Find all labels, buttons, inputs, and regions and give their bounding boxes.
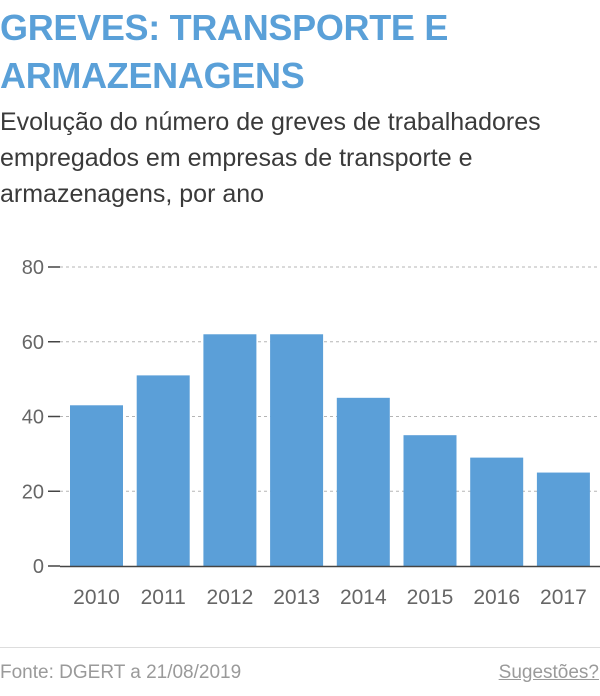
x-tick-label: 2014 xyxy=(340,586,387,609)
suggestions-link[interactable]: Sugestões? xyxy=(498,662,599,683)
bar-2012 xyxy=(203,334,257,566)
x-tick-label: 2016 xyxy=(473,586,520,609)
chart-title: GREVES: TRANSPORTE E ARMAZENAGENS xyxy=(0,7,449,96)
bar-2011 xyxy=(136,375,190,566)
footer-divider xyxy=(0,647,600,648)
y-tick-label: 80 xyxy=(22,257,44,279)
x-tick-label: 2010 xyxy=(73,586,120,609)
y-tick-label: 40 xyxy=(22,407,44,429)
bar-2014 xyxy=(336,397,390,566)
chart-subtitle: Evolução do número de greves de trabalha… xyxy=(0,108,541,208)
x-tick-label: 2012 xyxy=(207,586,254,609)
bar-chart: 0 20 40 60 80 2010 2011 2012 2013 2014 2015 2016 201… xyxy=(22,257,600,609)
axes: 0 20 40 60 80 2010 2011 2012 2013 2014 2015 2016 201… xyxy=(22,257,600,609)
y-tick-label: 20 xyxy=(22,481,44,503)
bar-2016 xyxy=(470,457,524,566)
x-tick-label: 2017 xyxy=(540,586,587,609)
x-tick-label: 2011 xyxy=(141,586,186,609)
y-tick-label: 0 xyxy=(33,556,44,578)
bar-2017 xyxy=(536,472,590,566)
bar-2010 xyxy=(70,405,123,566)
bar-2015 xyxy=(403,435,457,566)
source-note: Fonte: DGERT a 21/08/2019 xyxy=(0,662,242,683)
y-tick-label: 60 xyxy=(22,332,44,354)
bar-2013 xyxy=(270,334,324,566)
x-tick-label: 2013 xyxy=(273,586,320,609)
x-tick-label: 2015 xyxy=(407,586,454,609)
bars xyxy=(70,334,590,566)
